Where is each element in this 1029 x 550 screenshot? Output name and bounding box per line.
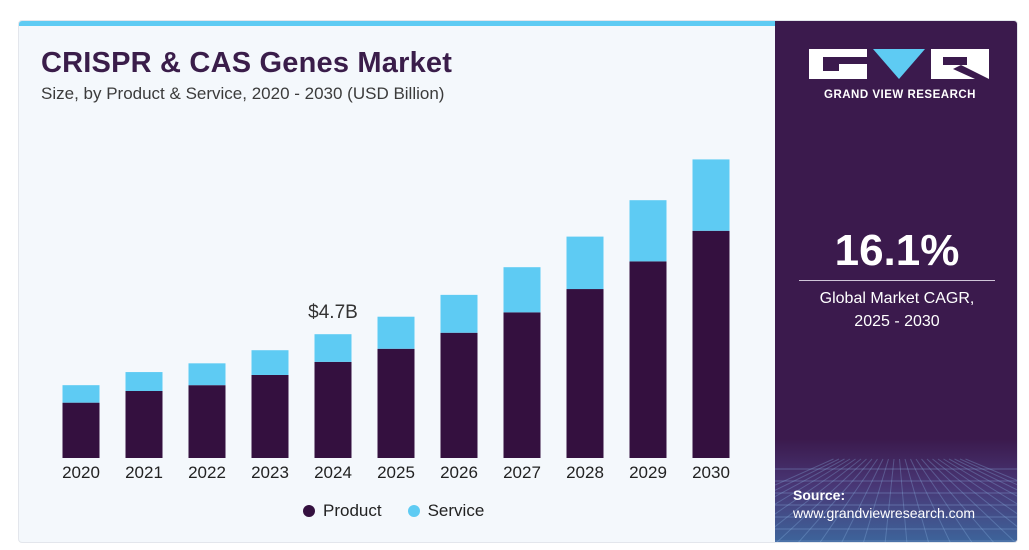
source-label: Source: [793,487,846,503]
x-tick-label: 2024 [314,463,352,482]
chart-title: CRISPR & CAS Genes Market [41,47,453,79]
chart-subtitle: Size, by Product & Service, 2020 - 2030 … [41,84,445,103]
cagr-label-line2: 2025 - 2030 [854,313,940,330]
bar-product-2025 [377,348,415,458]
legend-swatch-product [303,505,315,517]
bar-product-2022 [188,385,226,458]
bar-service-2020 [62,385,100,403]
bar-service-2025 [377,316,415,349]
cagr-label-line1: Global Market CAGR, [819,290,975,307]
x-tick-label: 2022 [188,463,226,482]
x-tick-label: 2020 [62,463,100,482]
bar-product-2030 [692,230,730,458]
bar-service-2027 [503,267,541,313]
x-tick-label: 2021 [125,463,163,482]
legend-item-service: Service [407,501,485,521]
cagr-value: 16.1% [834,226,960,275]
top-accent-bar [19,21,775,26]
bar-service-2030 [692,159,730,231]
bar-product-2020 [62,402,100,458]
legend-item-product: Product [303,501,382,521]
cagr-divider [799,280,995,281]
legend-label-service: Service [427,501,485,520]
bar-chart: 2020 2021 2022 2023 2024 $4.7B 2025 2026 2027 202… [62,159,730,482]
x-tick-label: 2023 [251,463,289,482]
bar-service-2029 [629,200,667,262]
bar-product-2023 [251,374,289,458]
legend-label-product: Product [323,501,382,520]
bar-service-2026 [440,294,478,333]
data-label-annotation: $4.7B [308,302,358,323]
bar-service-2028 [566,236,604,290]
grand-view-research-logo [809,49,989,79]
bar-service-2023 [251,350,289,375]
bar-product-2029 [629,261,667,458]
decorative-grid-lines [775,458,1017,542]
bar-service-2021 [125,372,163,391]
side-panel: GRAND VIEW RESEARCH 16.1% Global Market … [775,21,1017,542]
chart-card: CRISPR & CAS Genes Market Size, by Produ… [18,20,1018,543]
x-tick-label: 2027 [503,463,541,482]
x-tick-label: 2029 [629,463,667,482]
x-tick-label: 2028 [566,463,604,482]
bar-product-2026 [440,332,478,458]
bar-service-2024 [314,334,352,362]
bar-service-2022 [188,363,226,386]
x-tick-label: 2026 [440,463,478,482]
x-tick-label: 2030 [692,463,730,482]
bar-product-2028 [566,289,604,458]
bar-product-2021 [125,391,163,458]
legend-swatch-service [407,505,420,517]
x-tick-label: 2025 [377,463,415,482]
bar-product-2027 [503,312,541,458]
cagr-label: Global Market CAGR, 2025 - 2030 [775,287,1017,333]
chart-legend: Product Service [303,501,484,521]
source-url: www.grandviewresearch.com [793,505,976,521]
logo-text: GRAND VIEW RESEARCH [824,89,976,101]
bar-product-2024 [314,361,352,458]
decorative-grid-background [775,439,1017,542]
